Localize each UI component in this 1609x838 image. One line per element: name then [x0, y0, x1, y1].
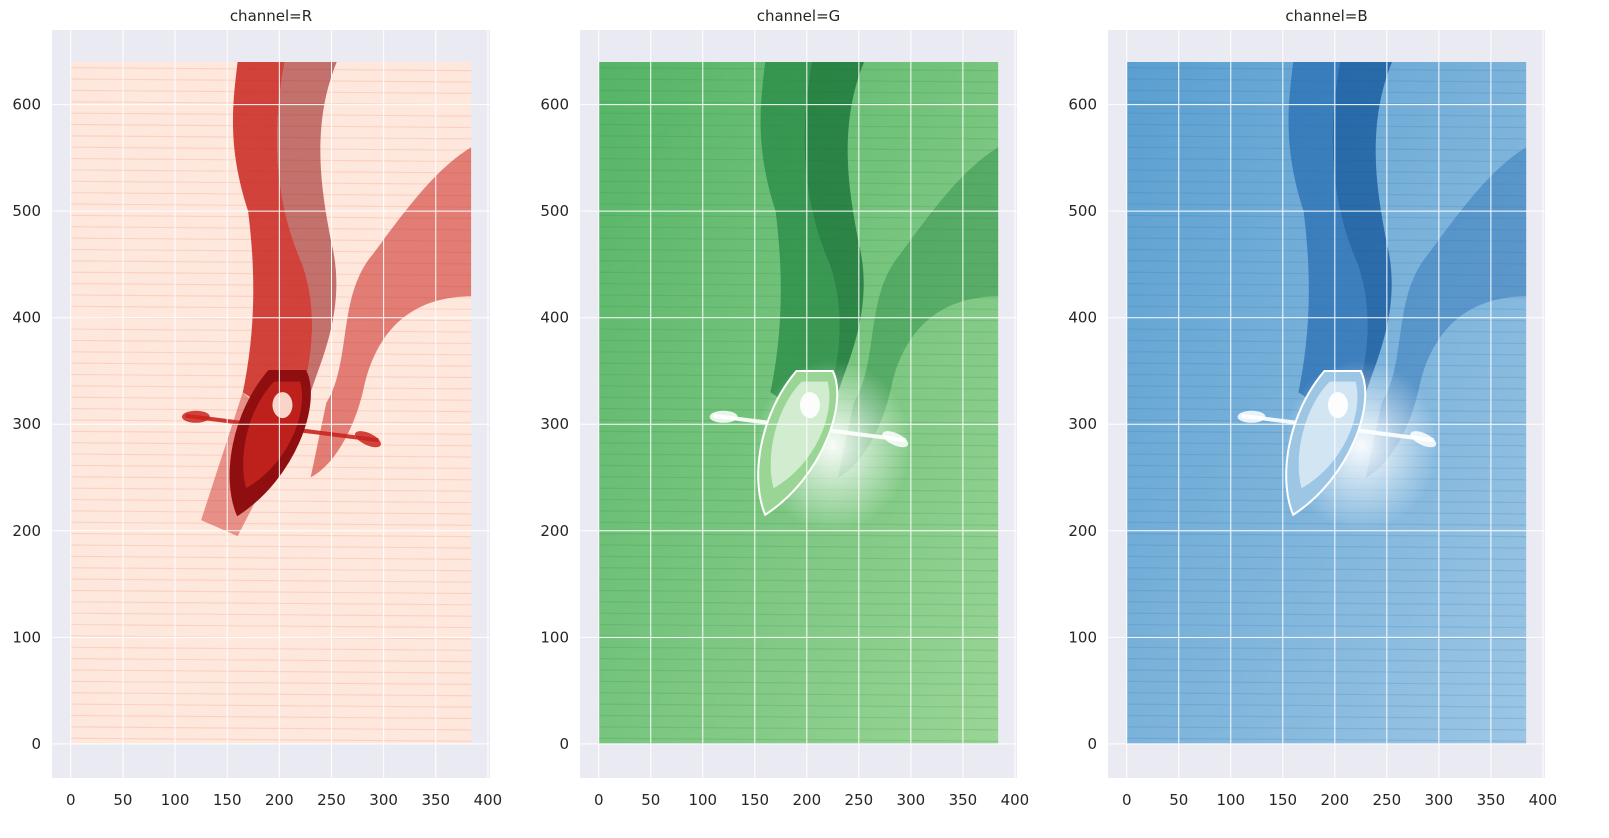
y-tick-label: 500: [1068, 202, 1097, 220]
x-tick-label: 200: [265, 791, 294, 809]
y-tick-label: 200: [1068, 522, 1097, 540]
x-tick-label: 50: [641, 791, 660, 809]
x-tick-label: 400: [1001, 791, 1030, 809]
y-tick-label: 600: [540, 96, 569, 114]
y-tick-label: 600: [1068, 96, 1097, 114]
y-tick-label: 100: [12, 628, 41, 646]
y-tick-label: 300: [1068, 415, 1097, 433]
y-tick-label: 100: [540, 628, 569, 646]
x-tick-label: 200: [793, 791, 822, 809]
x-tick-label: 100: [688, 791, 717, 809]
panel-2: 0 50 100 150 200 250 300 350 400 0 100 200 300 400 500…: [1068, 7, 1557, 809]
x-tick-label: 300: [897, 791, 926, 809]
channel-image: [70, 61, 472, 744]
y-tick-label: 0: [31, 735, 41, 753]
x-tick-label: 300: [1425, 791, 1454, 809]
y-tick-label: 400: [12, 309, 41, 327]
y-tick-label: 400: [1068, 309, 1097, 327]
x-tick-label: 50: [113, 791, 132, 809]
panel-title: channel=B: [1285, 7, 1367, 25]
panel-1: 0 50 100 150 200 250 300 350 400 0 100 200 300 400 500…: [540, 7, 1029, 809]
x-tick-label: 150: [1268, 791, 1297, 809]
y-tick-label: 500: [540, 202, 569, 220]
y-tick-label: 200: [540, 522, 569, 540]
x-tick-label: 300: [369, 791, 398, 809]
x-tick-label: 250: [845, 791, 874, 809]
y-tick-label: 400: [540, 309, 569, 327]
y-tick-label: 200: [12, 522, 41, 540]
panel-title: channel=G: [757, 7, 841, 25]
x-tick-label: 150: [740, 791, 769, 809]
x-tick-label: 400: [1529, 791, 1558, 809]
x-tick-label: 350: [421, 791, 450, 809]
panel-title: channel=R: [230, 7, 312, 25]
x-tick-label: 250: [317, 791, 346, 809]
channel-image: [1126, 61, 1527, 744]
y-tick-label: 300: [12, 415, 41, 433]
x-tick-label: 200: [1321, 791, 1350, 809]
x-tick-label: 100: [1216, 791, 1245, 809]
panel-0: 0 50 100 150 200 250 300 350 400 0 100 200 300 400 500…: [12, 7, 502, 809]
y-tick-label: 0: [1087, 735, 1097, 753]
x-tick-label: 0: [1122, 791, 1132, 809]
channel-image: [598, 61, 999, 744]
x-tick-label: 100: [161, 791, 190, 809]
x-tick-label: 350: [1477, 791, 1506, 809]
x-tick-label: 400: [474, 791, 503, 809]
y-tick-label: 500: [12, 202, 41, 220]
x-tick-label: 150: [213, 791, 242, 809]
y-tick-label: 0: [559, 735, 569, 753]
y-tick-label: 300: [540, 415, 569, 433]
x-tick-label: 0: [66, 791, 76, 809]
y-tick-label: 600: [12, 96, 41, 114]
x-tick-label: 350: [949, 791, 978, 809]
x-tick-label: 0: [594, 791, 604, 809]
x-tick-label: 50: [1169, 791, 1188, 809]
x-tick-label: 250: [1373, 791, 1402, 809]
y-tick-label: 100: [1068, 628, 1097, 646]
